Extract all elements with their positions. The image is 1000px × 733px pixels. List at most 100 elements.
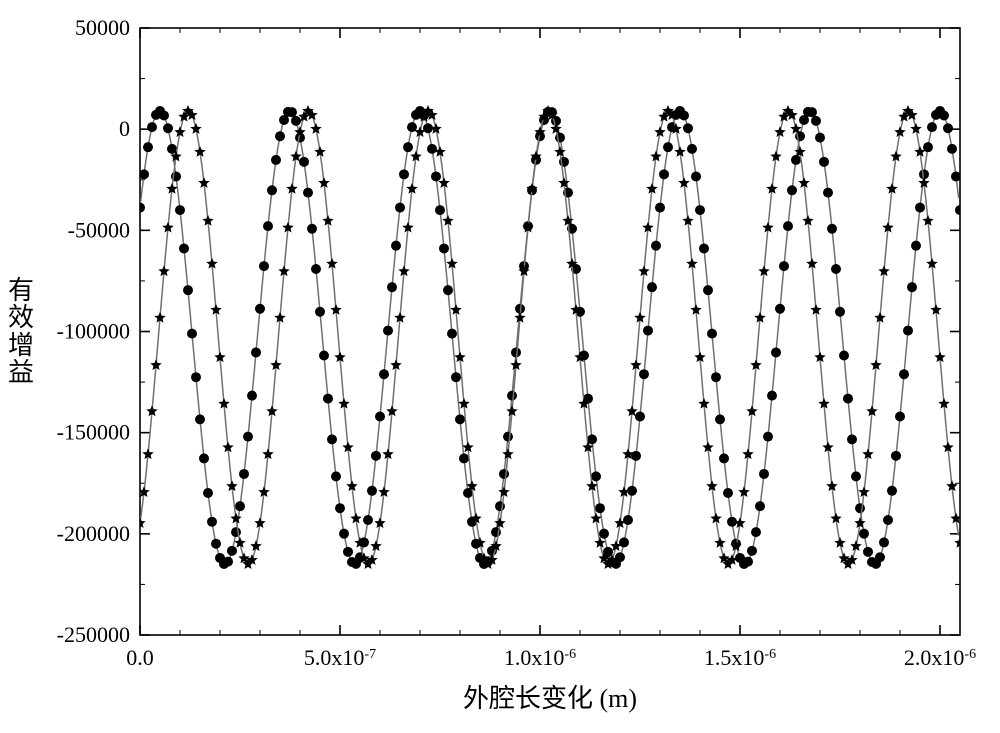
marker-circle bbox=[955, 205, 965, 215]
marker-circle bbox=[691, 171, 701, 181]
marker-circle bbox=[391, 241, 401, 251]
marker-circle bbox=[875, 552, 885, 562]
y-tick-label: 50000 bbox=[75, 15, 130, 40]
marker-circle bbox=[599, 529, 609, 539]
marker-circle bbox=[191, 372, 201, 382]
marker-circle bbox=[903, 326, 913, 336]
marker-circle bbox=[703, 285, 713, 295]
marker-circle bbox=[751, 527, 761, 537]
marker-circle bbox=[807, 107, 817, 117]
marker-circle bbox=[707, 329, 717, 339]
marker-circle bbox=[247, 391, 257, 401]
marker-circle bbox=[231, 527, 241, 537]
x-tick-label: 1.0x10-6 bbox=[504, 645, 576, 670]
marker-circle bbox=[711, 372, 721, 382]
marker-circle bbox=[743, 557, 753, 567]
marker-circle bbox=[835, 307, 845, 317]
marker-circle bbox=[651, 241, 661, 251]
marker-circle bbox=[207, 517, 217, 527]
marker-circle bbox=[643, 326, 653, 336]
marker-circle bbox=[275, 131, 285, 141]
marker-circle bbox=[223, 557, 233, 567]
marker-circle bbox=[791, 155, 801, 165]
marker-circle bbox=[163, 123, 173, 133]
marker-circle bbox=[147, 122, 157, 132]
marker-circle bbox=[719, 453, 729, 463]
marker-circle bbox=[879, 537, 889, 547]
y-axis-label-char: 效 bbox=[8, 304, 34, 331]
marker-circle bbox=[311, 264, 321, 274]
marker-circle bbox=[243, 432, 253, 442]
marker-circle bbox=[615, 552, 625, 562]
marker-circle bbox=[819, 157, 829, 167]
marker-circle bbox=[511, 347, 521, 357]
marker-circle bbox=[367, 486, 377, 496]
marker-circle bbox=[375, 412, 385, 422]
marker-circle bbox=[227, 546, 237, 556]
marker-circle bbox=[715, 414, 725, 424]
marker-circle bbox=[159, 110, 169, 120]
x-tick-label: 1.5x10-6 bbox=[704, 645, 776, 670]
marker-circle bbox=[927, 122, 937, 132]
marker-circle bbox=[771, 347, 781, 357]
marker-circle bbox=[779, 261, 789, 271]
marker-circle bbox=[859, 529, 869, 539]
marker-circle bbox=[747, 546, 757, 556]
marker-circle bbox=[783, 221, 793, 231]
marker-circle bbox=[251, 347, 261, 357]
y-tick-label: 0 bbox=[119, 116, 130, 141]
marker-circle bbox=[431, 171, 441, 181]
marker-circle bbox=[663, 142, 673, 152]
marker-circle bbox=[387, 282, 397, 292]
marker-circle bbox=[683, 123, 693, 133]
marker-circle bbox=[199, 453, 209, 463]
marker-circle bbox=[495, 501, 505, 511]
marker-circle bbox=[403, 142, 413, 152]
marker-circle bbox=[635, 412, 645, 422]
marker-circle bbox=[443, 285, 453, 295]
marker-circle bbox=[843, 394, 853, 404]
y-tick-label: -100000 bbox=[57, 319, 130, 344]
marker-circle bbox=[439, 243, 449, 253]
marker-circle bbox=[451, 372, 461, 382]
marker-circle bbox=[723, 488, 733, 498]
marker-circle bbox=[939, 110, 949, 120]
marker-circle bbox=[427, 144, 437, 154]
y-axis-label-container: 有 效 增 益 bbox=[8, 28, 34, 635]
series-star-series bbox=[134, 105, 965, 569]
marker-circle bbox=[423, 123, 433, 133]
y-axis-label-char: 益 bbox=[8, 359, 34, 386]
marker-circle bbox=[823, 188, 833, 198]
marker-circle bbox=[319, 351, 329, 361]
marker-circle bbox=[763, 432, 773, 442]
series-circle-series bbox=[135, 106, 965, 569]
marker-circle bbox=[755, 501, 765, 511]
marker-circle bbox=[303, 188, 313, 198]
y-axis-label-char: 增 bbox=[8, 332, 34, 359]
marker-circle bbox=[399, 169, 409, 179]
marker-circle bbox=[767, 391, 777, 401]
marker-circle bbox=[787, 185, 797, 195]
marker-circle bbox=[679, 110, 689, 120]
marker-circle bbox=[647, 282, 657, 292]
marker-circle bbox=[187, 329, 197, 339]
marker-circle bbox=[499, 469, 509, 479]
marker-circle bbox=[639, 369, 649, 379]
marker-circle bbox=[267, 185, 277, 195]
marker-circle bbox=[455, 414, 465, 424]
marker-circle bbox=[887, 486, 897, 496]
marker-circle bbox=[263, 221, 273, 231]
marker-circle bbox=[179, 243, 189, 253]
marker-circle bbox=[371, 451, 381, 461]
marker-circle bbox=[895, 412, 905, 422]
marker-circle bbox=[591, 471, 601, 481]
x-tick-label: 0.0 bbox=[126, 645, 154, 670]
marker-circle bbox=[271, 155, 281, 165]
x-axis-label: 外腔长变化 (m) bbox=[463, 684, 637, 713]
marker-circle bbox=[287, 107, 297, 117]
marker-circle bbox=[435, 205, 445, 215]
marker-circle bbox=[291, 116, 301, 126]
chart-container: { "chart": { "type": "line", "width_px":… bbox=[0, 0, 1000, 733]
marker-circle bbox=[883, 515, 893, 525]
marker-circle bbox=[463, 488, 473, 498]
